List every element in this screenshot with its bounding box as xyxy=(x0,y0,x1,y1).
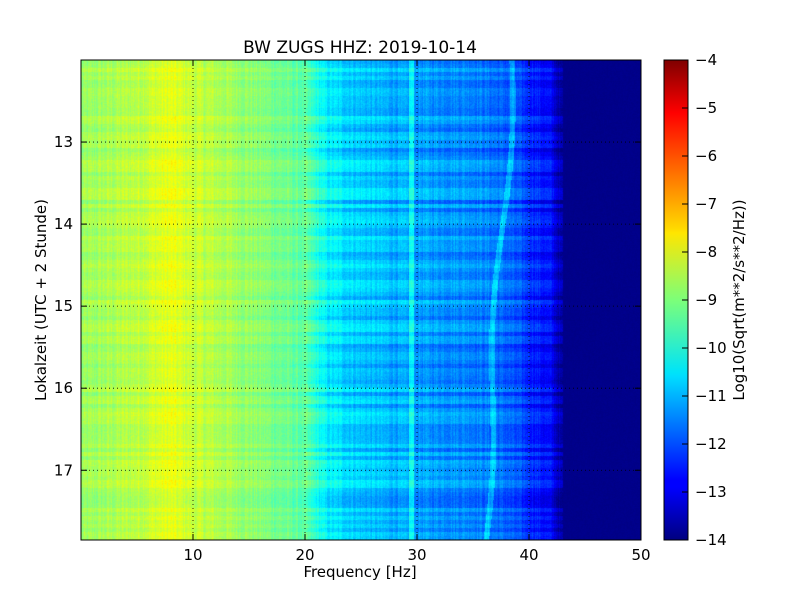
colorbar-tick-label: −10 xyxy=(695,339,727,357)
colorbar-tick-label: −8 xyxy=(695,243,717,261)
y-axis-ticks: 13 14 15 16 17 xyxy=(54,133,641,479)
colorbar-tick-label: −5 xyxy=(695,99,717,117)
plot-frame xyxy=(80,59,642,541)
colorbar-tick-label: −7 xyxy=(695,195,717,213)
x-tick-label: 50 xyxy=(631,546,650,564)
y-tick-label: 14 xyxy=(54,215,73,233)
x-tick-label: 10 xyxy=(183,546,202,564)
y-tick-label: 13 xyxy=(54,133,73,151)
colorbar-tick-label: −14 xyxy=(695,531,727,549)
chart-title: BW ZUGS HHZ: 2019-10-14 xyxy=(243,38,477,58)
colorbar-tick-label: −9 xyxy=(695,291,717,309)
colorbar-label: Log10(Sqrt(m**2/s**2/Hz)) xyxy=(730,199,748,400)
spectrogram-heatmap xyxy=(81,60,641,540)
grid-lines xyxy=(81,60,641,540)
colorbar-tick-label: −12 xyxy=(695,435,727,453)
x-axis-label: Frequency [Hz] xyxy=(303,563,416,581)
colorbar-tick-label: −11 xyxy=(695,387,727,405)
y-axis-label: Lokalzeit (UTC + 2 Stunde) xyxy=(32,199,50,401)
y-tick-label: 15 xyxy=(54,297,73,315)
x-axis-ticks: 10 20 30 40 50 xyxy=(183,60,651,564)
x-tick-label: 20 xyxy=(295,546,314,564)
y-tick-label: 16 xyxy=(54,379,73,397)
colorbar-ticks: −4 −5 −6 −7 −8 −9 −10 −11 −12 −13 −14 xyxy=(682,51,727,549)
colorbar-tick-label: −4 xyxy=(695,51,717,69)
colorbar-tick-label: −6 xyxy=(695,147,717,165)
colorbar-tick-label: −13 xyxy=(695,483,727,501)
x-tick-label: 30 xyxy=(407,546,426,564)
x-tick-label: 40 xyxy=(519,546,538,564)
y-tick-label: 17 xyxy=(54,461,73,479)
